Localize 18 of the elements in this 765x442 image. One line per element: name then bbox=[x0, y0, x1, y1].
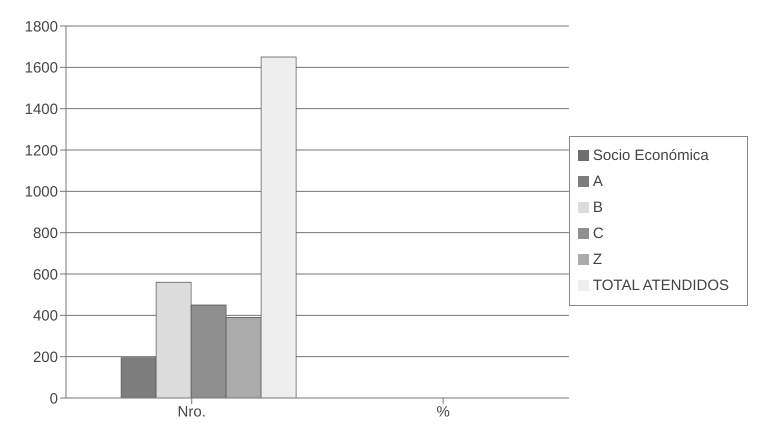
legend-label: Z bbox=[592, 250, 602, 268]
y-tick-label: 400 bbox=[32, 308, 58, 325]
y-tick-label: 1000 bbox=[24, 184, 58, 201]
x-tick-label: Nro. bbox=[178, 404, 206, 421]
y-tick-label: 1200 bbox=[24, 142, 58, 160]
legend-label: A bbox=[592, 172, 603, 190]
legend-label: TOTAL ATENDIDOS bbox=[592, 276, 729, 294]
y-tick-label: 1600 bbox=[24, 60, 58, 77]
y-tick-label: 200 bbox=[32, 348, 58, 366]
legend-label: B bbox=[592, 198, 603, 216]
legend-label: C bbox=[592, 224, 604, 242]
y-tick-label: 1800 bbox=[24, 18, 58, 36]
legend-label: Socio Económica bbox=[592, 146, 709, 164]
y-tick-label: 800 bbox=[32, 224, 58, 242]
y-tick-label: 0 bbox=[50, 390, 58, 408]
y-tick-label: 1400 bbox=[24, 100, 58, 118]
x-tick-label: % bbox=[436, 404, 450, 421]
y-tick-label: 600 bbox=[32, 266, 58, 284]
